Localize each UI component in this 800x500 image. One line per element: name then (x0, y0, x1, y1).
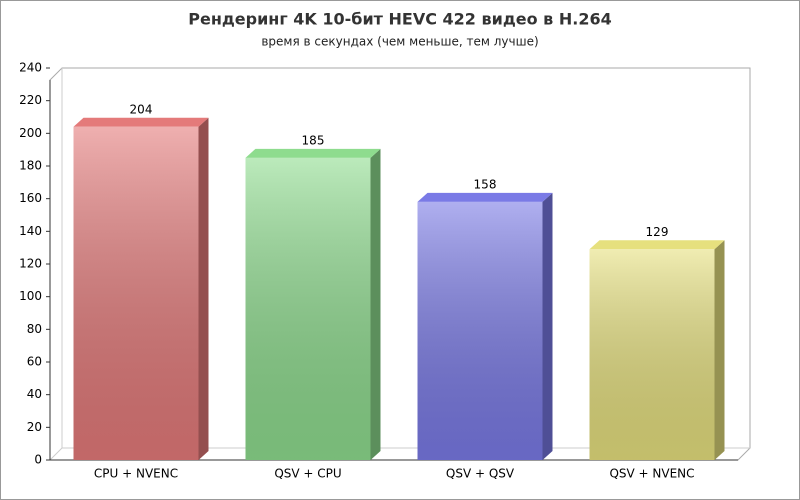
bar-side (370, 148, 381, 461)
y-tick-label: 140 (19, 224, 42, 238)
x-tick-label: CPU + NVENC (94, 467, 178, 481)
y-tick-label: 100 (19, 289, 42, 303)
y-tick-label: 20 (27, 420, 42, 434)
y-tick-label: 60 (27, 355, 42, 369)
bar-shade (417, 201, 543, 460)
chart-subtitle: время в секундах (чем меньше, тем лучше) (261, 35, 538, 49)
bar-shade (73, 126, 199, 461)
bar-side (714, 240, 725, 460)
x-tick-label: QSV + CPU (274, 467, 341, 481)
bar-top (589, 240, 725, 250)
bar-side-shade (198, 117, 209, 461)
y-tick-label: 220 (19, 93, 42, 107)
value-label: 185 (302, 133, 325, 147)
bar-side-shade (542, 192, 553, 460)
value-label: 129 (646, 225, 669, 239)
bar-side-shade (714, 240, 725, 460)
x-tick-label: QSV + QSV (446, 467, 515, 481)
bar-side-shade (370, 148, 381, 461)
chart-title: Рендеринг 4K 10-бит HEVC 422 видео в H.2… (188, 10, 612, 29)
bar-side (542, 192, 553, 460)
bar-shade (589, 249, 715, 460)
y-tick-label: 0 (34, 453, 42, 467)
y-tick-label: 200 (19, 126, 42, 140)
y-tick-label: 120 (19, 257, 42, 271)
bar-side (198, 117, 209, 461)
x-tick-label: QSV + NVENC (609, 467, 694, 481)
value-label: 158 (474, 177, 497, 191)
y-tick-label: 40 (27, 387, 42, 401)
bar-shade (245, 157, 371, 461)
y-tick-label: 160 (19, 191, 42, 205)
y-tick-label: 80 (27, 322, 42, 336)
bar-top (73, 117, 209, 127)
y-tick-label: 180 (19, 159, 42, 173)
back-edge (49, 447, 63, 461)
y-tick-label: 240 (19, 61, 42, 75)
bar-top (417, 192, 553, 202)
bar-top (245, 148, 381, 158)
value-label: 204 (130, 102, 153, 116)
